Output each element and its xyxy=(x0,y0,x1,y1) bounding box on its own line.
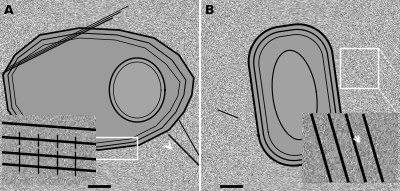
Polygon shape xyxy=(249,24,343,166)
Bar xyxy=(88,137,137,159)
Polygon shape xyxy=(272,50,317,140)
Polygon shape xyxy=(109,58,165,122)
Text: B: B xyxy=(205,4,215,17)
Bar xyxy=(340,48,378,88)
Text: A: A xyxy=(4,4,14,17)
Polygon shape xyxy=(3,28,194,150)
